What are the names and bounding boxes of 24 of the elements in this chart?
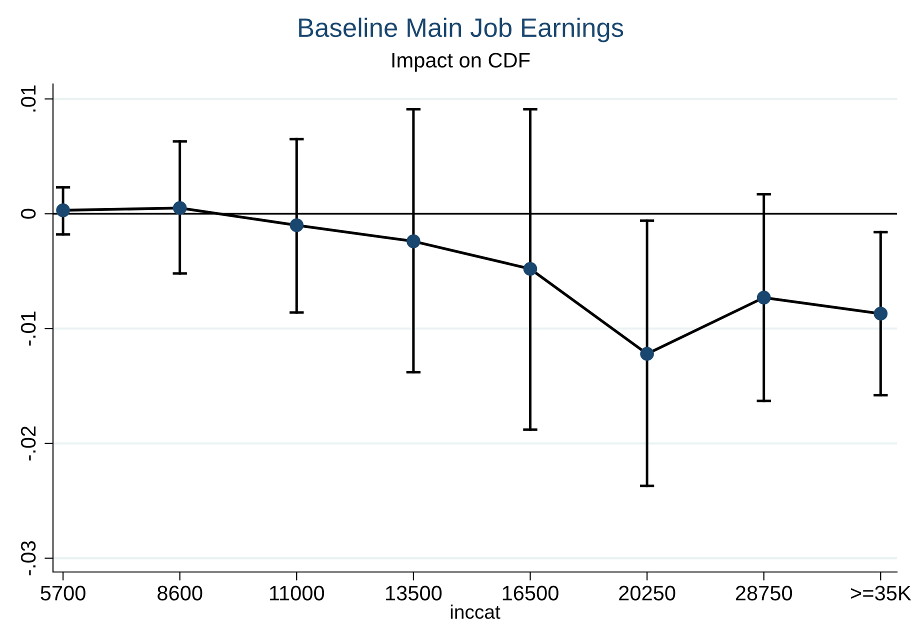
point: [874, 306, 888, 321]
point: [290, 218, 304, 232]
y-tick-label: -.03: [20, 541, 36, 576]
y-tick-label: 0: [20, 208, 36, 219]
point: [172, 201, 187, 215]
y-tick-label: .01: [20, 85, 36, 112]
point: [756, 290, 771, 304]
x-tick-label: >=35K: [850, 586, 912, 600]
x-tick-label: 11000: [270, 586, 324, 600]
x-tick-label: 28750: [736, 586, 792, 600]
x-tick-label: 5700: [40, 586, 86, 600]
point: [56, 203, 70, 218]
point: [406, 234, 420, 248]
y-tick-label: -.01: [20, 312, 36, 346]
x-tick-label: 16500: [502, 586, 558, 600]
point: [640, 346, 654, 361]
y-tick-label: -.02: [20, 426, 36, 460]
point: [523, 262, 538, 276]
x-tick-label: 20250: [619, 586, 676, 600]
chart-title: Baseline Main Job Earnings: [299, 18, 624, 42]
x-axis-title: inccat: [450, 604, 500, 619]
x-tick-label: 8600: [158, 586, 202, 600]
chart-subtitle: Impact on CDF: [392, 52, 530, 72]
x-tick-label: 13500: [386, 586, 442, 600]
